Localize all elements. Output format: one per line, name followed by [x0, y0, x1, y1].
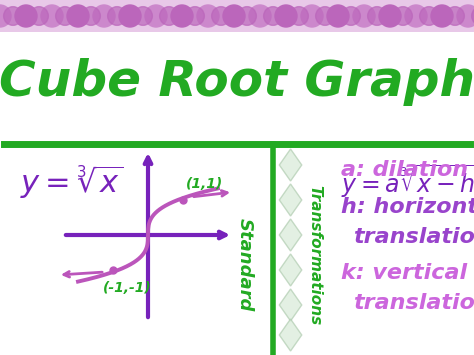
Circle shape — [197, 5, 219, 27]
Circle shape — [67, 5, 89, 27]
Circle shape — [419, 7, 438, 25]
Text: translation: translation — [353, 227, 474, 247]
Circle shape — [82, 7, 100, 25]
Text: k: vertical: k: vertical — [340, 263, 467, 283]
Circle shape — [393, 7, 412, 25]
Circle shape — [431, 5, 453, 27]
Polygon shape — [279, 289, 302, 321]
Circle shape — [108, 7, 127, 25]
Polygon shape — [279, 149, 302, 181]
Circle shape — [316, 7, 334, 25]
Circle shape — [186, 7, 204, 25]
Circle shape — [301, 5, 323, 27]
Circle shape — [134, 7, 152, 25]
Circle shape — [171, 5, 193, 27]
Circle shape — [223, 5, 245, 27]
Text: translation: translation — [353, 293, 474, 313]
Circle shape — [264, 7, 283, 25]
Circle shape — [379, 5, 401, 27]
Circle shape — [457, 5, 474, 27]
Circle shape — [41, 5, 63, 27]
Text: (1,1): (1,1) — [186, 177, 223, 191]
Circle shape — [145, 5, 167, 27]
Circle shape — [4, 7, 22, 25]
Circle shape — [212, 7, 230, 25]
Circle shape — [342, 7, 360, 25]
Circle shape — [93, 5, 115, 27]
Circle shape — [275, 5, 297, 27]
Text: h: horizontal: h: horizontal — [340, 197, 474, 217]
Circle shape — [290, 7, 309, 25]
Polygon shape — [279, 254, 302, 286]
Circle shape — [0, 5, 11, 27]
Circle shape — [405, 5, 427, 27]
Circle shape — [119, 5, 141, 27]
Circle shape — [160, 7, 178, 25]
Polygon shape — [279, 184, 302, 216]
Circle shape — [368, 7, 386, 25]
Circle shape — [353, 5, 375, 27]
Text: Standard: Standard — [236, 218, 254, 312]
Circle shape — [237, 7, 256, 25]
Circle shape — [55, 7, 74, 25]
Bar — [0, 0, 474, 32]
Text: $y=a\sqrt[3]{x-h}+k$: $y=a\sqrt[3]{x-h}+k$ — [340, 163, 474, 201]
Circle shape — [249, 5, 271, 27]
Polygon shape — [279, 319, 302, 351]
Circle shape — [472, 7, 474, 25]
Circle shape — [446, 7, 465, 25]
Circle shape — [30, 7, 48, 25]
Text: $y = \sqrt[3]{x}$: $y = \sqrt[3]{x}$ — [20, 163, 123, 201]
Circle shape — [327, 5, 349, 27]
Text: Cube Root Graph: Cube Root Graph — [0, 58, 474, 106]
Circle shape — [15, 5, 37, 27]
Text: (-1,-1): (-1,-1) — [103, 281, 152, 295]
Text: a: dilation: a: dilation — [340, 160, 468, 180]
Polygon shape — [279, 219, 302, 251]
Text: Transformations: Transformations — [307, 185, 322, 325]
